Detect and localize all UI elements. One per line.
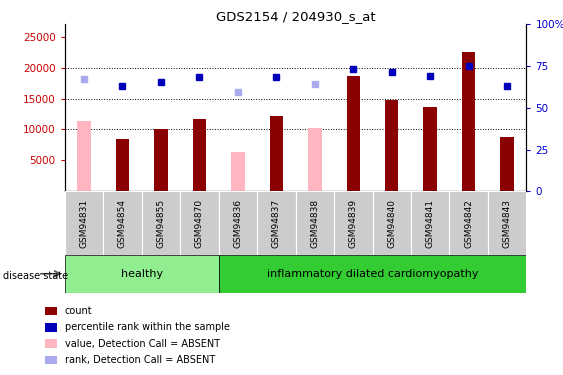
Bar <box>423 106 437 191</box>
Bar <box>218 191 257 255</box>
Text: GSM94836: GSM94836 <box>234 199 242 248</box>
Bar <box>65 191 103 255</box>
Text: GSM94842: GSM94842 <box>464 199 473 248</box>
Text: GSM94855: GSM94855 <box>157 199 166 248</box>
Text: GSM94854: GSM94854 <box>118 199 127 248</box>
Text: GSM94839: GSM94839 <box>349 199 358 248</box>
Bar <box>180 191 218 255</box>
Bar <box>462 52 475 191</box>
Text: GSM94843: GSM94843 <box>503 199 512 248</box>
Bar <box>385 100 399 191</box>
Bar <box>347 76 360 191</box>
Bar <box>308 128 321 191</box>
Text: GSM94837: GSM94837 <box>272 199 281 248</box>
Bar <box>501 138 514 191</box>
Text: GSM94840: GSM94840 <box>387 199 396 248</box>
Text: inflammatory dilated cardiomyopathy: inflammatory dilated cardiomyopathy <box>267 269 478 279</box>
Text: GSM94870: GSM94870 <box>195 199 204 248</box>
Bar <box>116 140 129 191</box>
Bar <box>65 255 218 292</box>
Bar <box>296 191 334 255</box>
Bar <box>488 191 526 255</box>
Bar <box>142 191 180 255</box>
Bar <box>154 129 168 191</box>
Text: GSM94841: GSM94841 <box>426 199 435 248</box>
Bar <box>334 191 373 255</box>
Text: rank, Detection Call = ABSENT: rank, Detection Call = ABSENT <box>65 355 215 364</box>
Text: disease state: disease state <box>3 271 68 280</box>
Text: GSM94838: GSM94838 <box>310 199 319 248</box>
Bar <box>373 191 411 255</box>
Text: percentile rank within the sample: percentile rank within the sample <box>65 322 230 332</box>
Bar <box>103 191 142 255</box>
Text: healthy: healthy <box>120 269 163 279</box>
Text: value, Detection Call = ABSENT: value, Detection Call = ABSENT <box>65 339 220 348</box>
Bar <box>218 255 526 292</box>
Bar <box>77 121 91 191</box>
Title: GDS2154 / 204930_s_at: GDS2154 / 204930_s_at <box>216 10 376 23</box>
Bar <box>270 116 283 191</box>
Bar <box>449 191 488 255</box>
Bar <box>231 152 244 191</box>
Bar <box>193 119 206 191</box>
Bar <box>257 191 296 255</box>
Text: GSM94831: GSM94831 <box>79 199 88 248</box>
Bar <box>411 191 449 255</box>
Text: count: count <box>65 306 92 316</box>
